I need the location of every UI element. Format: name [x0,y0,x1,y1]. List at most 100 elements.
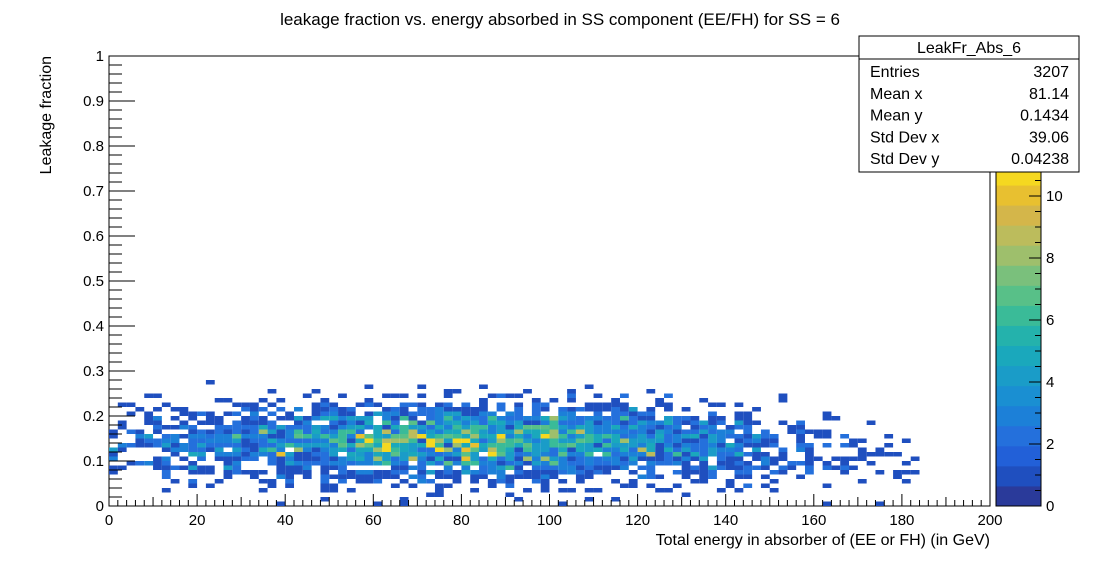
heatmap-cell [813,434,823,439]
heatmap-cell [329,402,339,407]
heatmap-cell [514,393,524,398]
heatmap-cell [364,425,374,430]
heatmap-cell [355,461,365,466]
heatmap-cell [390,425,400,430]
heatmap-cell [840,434,850,439]
heatmap-cell [690,425,700,430]
heatmap-cell [637,465,647,470]
color-scale-swatch [996,225,1041,246]
heatmap-cell [399,465,409,470]
heatmap-cell [778,456,788,461]
heatmap-cell [452,447,462,452]
heatmap-cell [434,492,444,497]
heatmap-cell [241,402,250,407]
heatmap-cell [628,420,638,425]
stats-row-label: Std Dev y [870,151,939,168]
heatmap-cell [364,420,374,425]
heatmap-cell [117,420,127,425]
heatmap-cell [214,425,224,430]
heatmap-cell [153,456,162,461]
heatmap-cell [329,461,339,466]
heatmap-cell [117,425,127,430]
heatmap-cell [743,438,753,443]
heatmap-cell [373,443,383,448]
heatmap-cell [170,434,180,439]
heatmap-cell [734,416,744,421]
heatmap-cell [426,456,435,461]
heatmap-cell [355,434,365,439]
heatmap-cell [417,456,427,461]
heatmap-cell [390,447,400,452]
heatmap-cell [153,407,162,412]
heatmap-cell [496,393,506,398]
heatmap-cell [276,434,286,439]
heatmap-cell [875,501,885,506]
heatmap-cell [840,470,850,475]
heatmap-cell [646,389,656,394]
heatmap-cell [373,402,383,407]
heatmap-cell [232,465,242,470]
heatmap-cell [241,456,250,461]
heatmap-cell [197,434,206,439]
heatmap-cell [426,429,435,434]
heatmap-cell [637,456,647,461]
heatmap-cell [752,438,761,443]
heatmap-cell [443,434,453,439]
heatmap-cell [249,416,259,421]
heatmap-cell [426,434,435,439]
heatmap-cell [443,429,453,434]
heatmap-cell [496,474,506,479]
heatmap-cell [840,465,850,470]
heatmap-cell [681,465,691,470]
heatmap-cell [417,429,427,434]
heatmap-cell [884,434,894,439]
heatmap-cell [664,429,673,434]
heatmap-cell [443,474,453,479]
heatmap-cell [205,470,215,475]
heatmap-cell [399,402,409,407]
heatmap-cell [179,456,189,461]
heatmap-cell [593,461,603,466]
heatmap-cell [716,452,726,457]
heatmap-cell [760,456,770,461]
heatmap-cell [893,470,902,475]
heatmap-cell [646,483,656,488]
heatmap-cell [329,456,339,461]
heatmap-cell [109,470,118,475]
heatmap-cell [716,447,726,452]
heatmap-cell [752,434,761,439]
heatmap-cell [346,461,356,466]
heatmap-cell [514,434,524,439]
heatmap-cell [523,474,532,479]
color-scale-ticks: 0 2 4 6 8 10 [1029,180,1063,515]
heatmap-cell [135,407,145,412]
heatmap-cell [364,416,374,421]
heatmap-cell [558,429,568,434]
heatmap-cell [778,393,788,398]
heatmap-cell [443,402,453,407]
heatmap-cell [690,443,700,448]
heatmap-cell [628,447,638,452]
heatmap-cell [320,447,330,452]
heatmap-cell [637,411,647,416]
heatmap-cell [752,456,761,461]
heatmap-cell [426,461,435,466]
heatmap-cell [214,479,224,484]
heatmap-cell [831,416,841,421]
heatmap-cell [241,443,250,448]
heatmap-cell [109,429,118,434]
heatmap-cell [267,402,277,407]
heatmap-cell [690,416,700,421]
heatmap-cell [205,380,215,385]
heatmap-cell [567,420,576,425]
heatmap-cell [452,407,462,412]
heatmap-cell [232,438,242,443]
heatmap-cell [276,452,286,457]
heatmap-cell [734,438,744,443]
heatmap-cell [611,443,620,448]
heatmap-cell [752,443,761,448]
heatmap-cell [338,447,347,452]
heatmap-cell [708,438,717,443]
heatmap-cell [382,461,391,466]
heatmap-cell [602,434,612,439]
